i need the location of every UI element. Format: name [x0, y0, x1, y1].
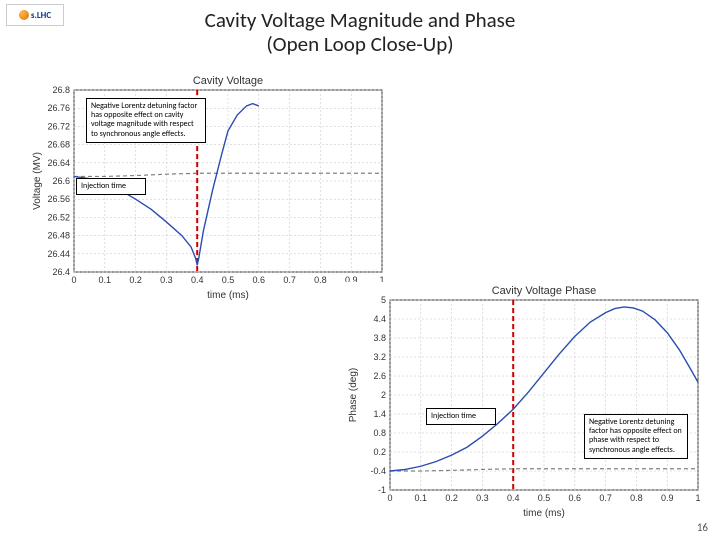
svg-text:0: 0: [71, 275, 76, 285]
svg-text:2: 2: [381, 390, 386, 400]
svg-text:0.5: 0.5: [222, 275, 235, 285]
svg-text:-0.4: -0.4: [370, 466, 386, 476]
svg-text:0.1: 0.1: [415, 493, 428, 503]
svg-text:1.4: 1.4: [373, 409, 386, 419]
svg-text:26.56: 26.56: [47, 194, 70, 204]
svg-text:0.7: 0.7: [599, 493, 612, 503]
svg-text:0.8: 0.8: [314, 275, 327, 285]
svg-text:26.48: 26.48: [47, 231, 70, 241]
svg-text:0.2: 0.2: [373, 447, 386, 457]
svg-text:Cavity Voltage: Cavity Voltage: [193, 75, 263, 87]
svg-text:0.6: 0.6: [569, 493, 582, 503]
svg-text:26.4: 26.4: [52, 267, 70, 277]
svg-text:Voltage (MV): Voltage (MV): [32, 152, 43, 210]
svg-text:26.68: 26.68: [47, 140, 70, 150]
voltage-phase-chart: 0 0.1 0.2 0.3 0.4 0.5 0.6 0.7 0.8 0.9 1 -1 -0.4 0.2 0.…: [346, 282, 706, 520]
svg-text:0.5: 0.5: [538, 493, 551, 503]
svg-text:26.76: 26.76: [47, 103, 70, 113]
svg-text:0.4: 0.4: [507, 493, 520, 503]
svg-text:0.3: 0.3: [160, 275, 173, 285]
svg-text:26.44: 26.44: [47, 249, 70, 259]
svg-text:1: 1: [695, 493, 700, 503]
svg-text:0.8: 0.8: [630, 493, 643, 503]
svg-text:0.8: 0.8: [373, 428, 386, 438]
annot-injection-voltage: Injection time: [76, 178, 146, 195]
svg-text:3.2: 3.2: [373, 352, 386, 362]
svg-text:26.52: 26.52: [47, 212, 70, 222]
svg-text:0.3: 0.3: [476, 493, 489, 503]
svg-text:26.72: 26.72: [47, 121, 70, 131]
svg-text:0.9: 0.9: [661, 493, 674, 503]
svg-text:0.6: 0.6: [253, 275, 266, 285]
svg-text:26.6: 26.6: [52, 176, 70, 186]
svg-text:time (ms): time (ms): [207, 290, 249, 301]
svg-text:time (ms): time (ms): [523, 508, 565, 519]
title-line-1: Cavity Voltage Magnitude and Phase: [205, 7, 516, 33]
svg-text:4.4: 4.4: [373, 314, 386, 324]
svg-text:0.2: 0.2: [129, 275, 142, 285]
svg-text:26.64: 26.64: [47, 158, 70, 168]
svg-text:-1: -1: [378, 485, 386, 495]
svg-text:Phase (deg): Phase (deg): [348, 368, 359, 422]
slide-title: Cavity Voltage Magnitude and Phase (Open…: [0, 8, 720, 56]
svg-text:0.1: 0.1: [99, 275, 112, 285]
svg-text:0: 0: [387, 493, 392, 503]
annot-injection-phase: Injection time: [426, 408, 496, 425]
page-number: 16: [697, 521, 708, 534]
svg-text:0.7: 0.7: [283, 275, 296, 285]
svg-text:3.8: 3.8: [373, 333, 386, 343]
title-line-2: (Open Loop Close-Up): [266, 31, 453, 57]
svg-text:2.6: 2.6: [373, 371, 386, 381]
svg-text:26.8: 26.8: [52, 85, 70, 95]
svg-text:0.2: 0.2: [445, 493, 458, 503]
svg-text:5: 5: [381, 295, 386, 305]
svg-text:0.4: 0.4: [191, 275, 204, 285]
svg-text:Cavity Voltage Phase: Cavity Voltage Phase: [492, 285, 597, 297]
annot-lorentz-phase: Negative Lorentz detuning factor has opp…: [584, 414, 688, 459]
annot-lorentz-voltage: Negative Lorentz detuning factor has opp…: [86, 98, 206, 143]
